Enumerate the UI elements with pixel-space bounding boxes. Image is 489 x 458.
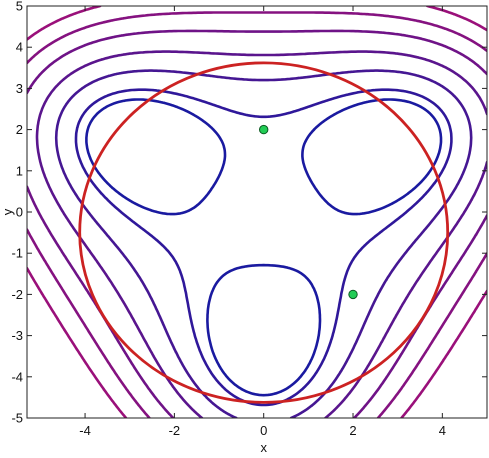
- y-tick-label: -2: [11, 287, 23, 302]
- contour-level-1: [74, 88, 453, 407]
- y-axis-ticks: 5 4 3 2 1 0 -1 -2 -3 -4 -5: [11, 0, 487, 426]
- contour-level-0: [85, 98, 443, 397]
- plot-frame: [26, 5, 488, 419]
- x-axis-ticks: -4 -2 0 2 4: [79, 6, 446, 438]
- y-tick-label: -3: [11, 328, 23, 343]
- contour-level-6: [27, 6, 487, 418]
- marker-point: [348, 289, 358, 300]
- constraint-circle: [78, 61, 450, 404]
- y-tick-label: -1: [11, 246, 23, 261]
- y-tick-label: 3: [16, 81, 23, 96]
- y-tick-label: 4: [16, 40, 23, 55]
- contour-level-5: [27, 11, 487, 418]
- contour-lines: [27, 6, 487, 418]
- contour-level-2: [54, 69, 473, 418]
- y-axis-label: y: [0, 208, 15, 215]
- x-tick-label: 4: [439, 423, 446, 438]
- contour-level-4: [27, 29, 487, 418]
- x-tick-label: -2: [169, 423, 181, 438]
- y-tick-label: 2: [16, 122, 23, 137]
- x-axis-label: x: [260, 440, 267, 455]
- y-tick-label: -4: [11, 369, 23, 384]
- y-tick-label: 5: [16, 0, 23, 14]
- x-tick-label: 2: [349, 423, 356, 438]
- y-tick-label: -5: [11, 411, 23, 426]
- x-tick-label: -4: [79, 423, 91, 438]
- y-tick-label: 1: [16, 163, 23, 178]
- contour-level-3: [35, 50, 487, 418]
- x-tick-label: 0: [260, 423, 267, 438]
- marker-point: [258, 124, 269, 135]
- y-tick-label: 0: [16, 205, 23, 220]
- marker-points: [258, 124, 358, 300]
- constraint-circle-line: [78, 61, 450, 404]
